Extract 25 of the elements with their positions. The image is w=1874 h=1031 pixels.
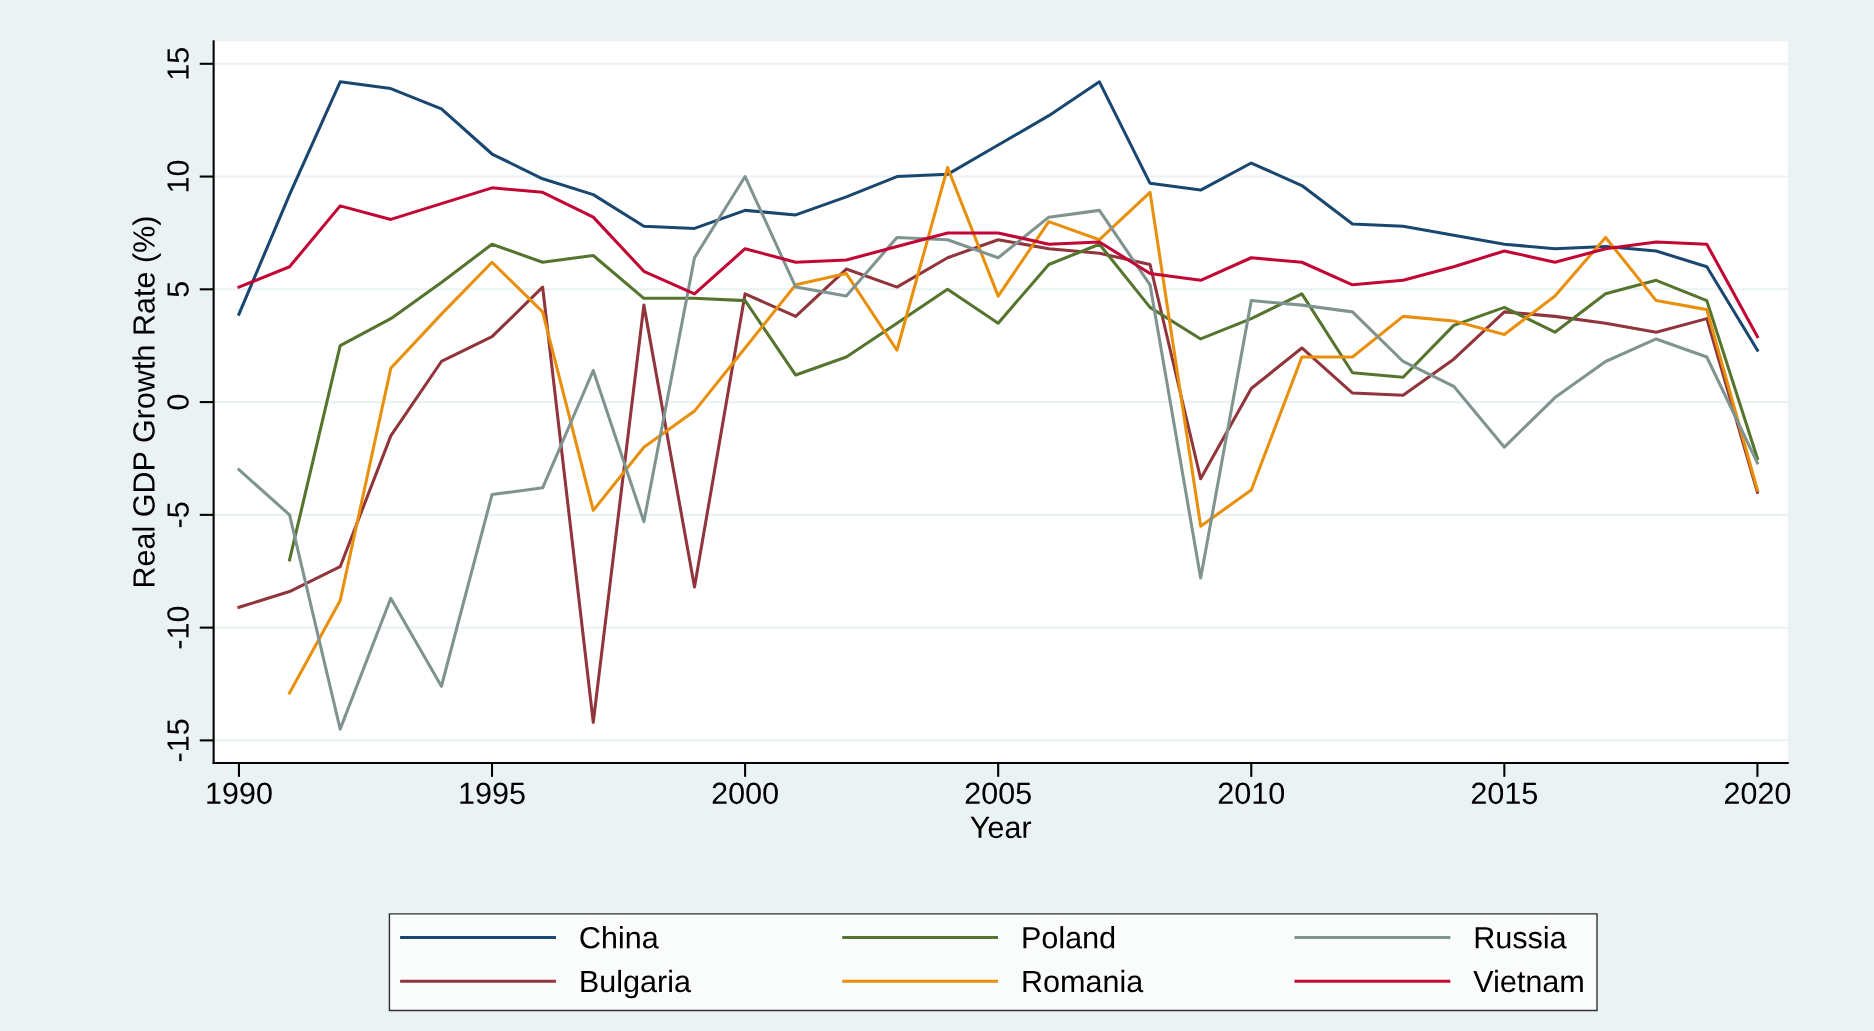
legend-label: Poland	[1023, 926, 1115, 949]
legend-label: Bulgaria	[581, 969, 691, 999]
x-tick-label: 2020	[1724, 782, 1791, 805]
line-series	[237, 80, 1759, 352]
x-tick-label: 2010	[1218, 782, 1285, 805]
y-tick-label: 15	[167, 48, 189, 79]
x-axis-title: Year	[970, 816, 1032, 839]
x-tick-label: 1990	[207, 782, 272, 805]
x-tick-label: 2015	[1471, 782, 1538, 805]
y-tick-label: -15	[167, 719, 189, 762]
legend-label: Vietnam	[1473, 969, 1583, 993]
x-tick-label: 1995	[460, 782, 525, 805]
y-tick-label: -5	[167, 502, 189, 528]
legend-label: China	[580, 926, 659, 949]
y-tick-label: 5	[167, 282, 189, 297]
x-tick-label: 2000	[712, 782, 778, 805]
y-tick-label: 0	[167, 394, 189, 410]
legend-label: Romania	[1023, 969, 1144, 993]
line-series	[288, 242, 1759, 562]
line-series	[237, 186, 1759, 339]
legend-label: Russia	[1475, 926, 1567, 949]
y-tick-label: 10	[167, 160, 189, 192]
y-axis-title: Real GDP Growth Rate (%)	[132, 217, 161, 587]
x-tick-label: 2005	[965, 782, 1031, 805]
y-tick-label: -10	[167, 606, 189, 649]
